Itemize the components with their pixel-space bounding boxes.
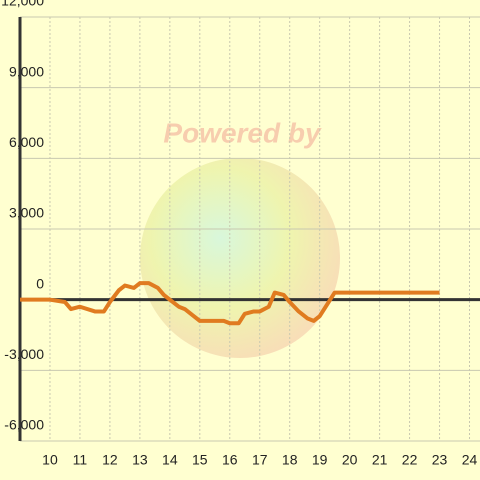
x-tick-label: 12 [102, 452, 118, 468]
y-tick-label: -3,000 [4, 346, 44, 362]
x-tick-label: 19 [312, 452, 328, 468]
x-tick-label: 24 [462, 452, 478, 468]
x-tick-label: 14 [162, 452, 178, 468]
x-tick-label: 21 [372, 452, 388, 468]
y-tick-label: 3,000 [9, 205, 44, 221]
x-tick-label: 18 [282, 452, 298, 468]
y-tick-label: -6,000 [4, 417, 44, 433]
line [20, 281, 440, 326]
x-tick-label: 13 [132, 452, 148, 468]
x-tick-label: 23 [432, 452, 448, 468]
x-tick-label: 16 [222, 452, 238, 468]
watermark: Powered by [163, 117, 322, 148]
x-tick-label: 20 [342, 452, 358, 468]
x-tick-label: 11 [73, 452, 88, 468]
y-tick-label: 12,000 [1, 0, 44, 9]
x-tick-label: 10 [42, 452, 58, 468]
y-tick-label: 0 [36, 275, 44, 291]
x-tick-label: 17 [252, 452, 268, 468]
x-tick-label: 22 [402, 452, 418, 468]
x-tick-label: 15 [192, 452, 208, 468]
watermark-logo [140, 158, 340, 358]
y-tick-label: 9,000 [9, 63, 44, 79]
y-tick-label: 6,000 [9, 134, 44, 150]
